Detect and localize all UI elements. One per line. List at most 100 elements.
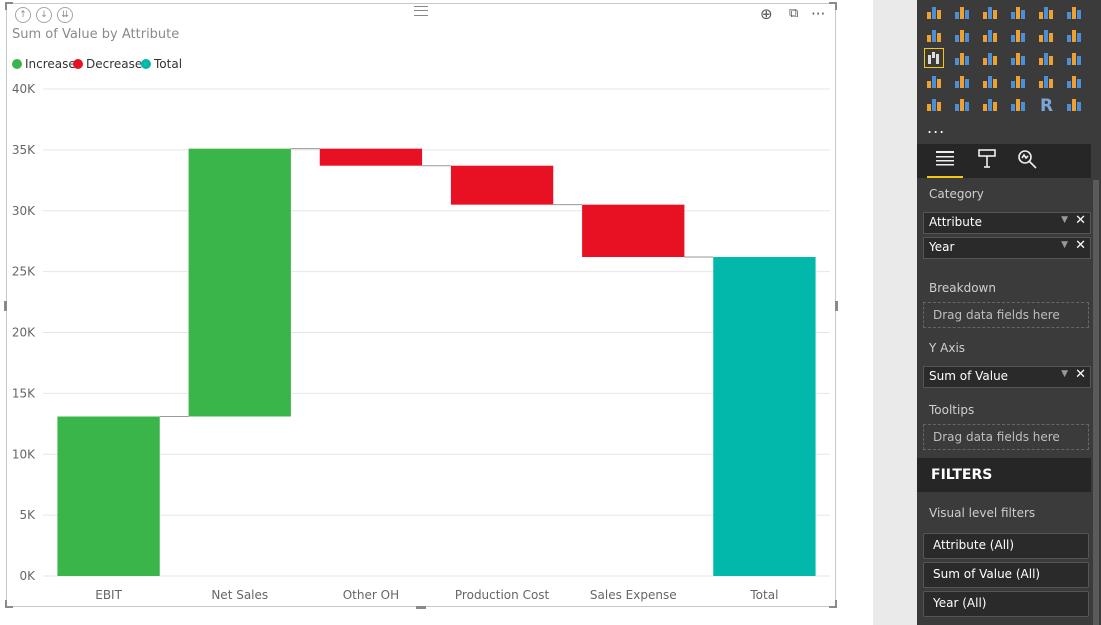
line-column-icon[interactable] bbox=[1009, 26, 1027, 44]
resize-handle-bottom[interactable] bbox=[416, 606, 426, 609]
pane-scrollbar[interactable] bbox=[1093, 180, 1099, 625]
legend-label: Total bbox=[154, 57, 183, 71]
drop-placeholder: Drag data fields here bbox=[933, 308, 1060, 322]
resize-handle-bottom-left[interactable] bbox=[5, 606, 13, 608]
slicer-icon[interactable] bbox=[953, 95, 971, 113]
drag-grip-icon[interactable] bbox=[414, 6, 428, 16]
stacked-area-icon[interactable] bbox=[981, 26, 999, 44]
category-field-year[interactable]: Year ▼ ✕ bbox=[923, 237, 1091, 259]
legend-item-increase[interactable]: Increase bbox=[12, 57, 76, 71]
expand-all-icon[interactable]: ⇊ bbox=[57, 7, 73, 23]
100-column-icon[interactable] bbox=[1065, 3, 1083, 21]
clustered-bar-icon[interactable] bbox=[981, 3, 999, 21]
y-tick-label: 10K bbox=[12, 447, 36, 461]
waterfall-chart-icon[interactable] bbox=[924, 48, 944, 68]
scatter-chart-icon[interactable] bbox=[953, 49, 971, 67]
resize-handle-right[interactable] bbox=[835, 301, 838, 311]
matrix-icon[interactable] bbox=[1009, 95, 1027, 113]
100-bar-icon[interactable] bbox=[1037, 3, 1055, 21]
analytics-tab-icon[interactable] bbox=[1015, 148, 1039, 172]
r-visual-icon[interactable]: R bbox=[1037, 95, 1055, 116]
resize-handle-top-right-v[interactable] bbox=[835, 2, 837, 10]
waterfall-bar-sales-expense[interactable] bbox=[582, 204, 685, 258]
y-tick-label: 15K bbox=[12, 386, 36, 400]
legend-item-decrease[interactable]: Decrease bbox=[73, 57, 142, 71]
stacked-column-icon[interactable] bbox=[953, 3, 971, 21]
x-tick-label: Total bbox=[749, 588, 778, 602]
visual-title: Sum of Value by Attribute bbox=[12, 27, 180, 42]
breakdown-drop-zone[interactable]: Drag data fields here bbox=[923, 302, 1089, 328]
line-clustered-column-icon[interactable] bbox=[1037, 26, 1055, 44]
filters-header: FILTERS bbox=[917, 458, 1091, 492]
remove-field-icon[interactable]: ✕ bbox=[1075, 238, 1086, 253]
field-label: Sum of Value bbox=[929, 369, 1009, 383]
category-field-attribute[interactable]: Attribute ▼ ✕ bbox=[923, 212, 1091, 234]
remove-field-icon[interactable]: ✕ bbox=[1075, 213, 1086, 228]
y-tick-label: 25K bbox=[12, 265, 36, 279]
filled-map-icon[interactable] bbox=[925, 72, 943, 90]
filter-card-sum-of-value[interactable]: Sum of Value (All) bbox=[923, 562, 1089, 588]
active-tab-indicator bbox=[927, 176, 963, 178]
globe-map-icon[interactable] bbox=[1065, 49, 1083, 67]
kpi-icon[interactable] bbox=[925, 95, 943, 113]
arcgis-map-icon[interactable] bbox=[1065, 95, 1083, 113]
filter-card-year[interactable]: Year (All) bbox=[923, 591, 1089, 617]
waterfall-visual[interactable]: ↑ ↓ ⇊ ⊕ ⧉ ··· Sum of Value by Attribute … bbox=[4, 2, 838, 609]
remove-field-icon[interactable]: ✕ bbox=[1075, 367, 1086, 382]
more-options-icon[interactable]: ··· bbox=[811, 5, 826, 23]
drill-down-mode-icon[interactable]: ↓ bbox=[36, 7, 52, 23]
resize-handle-bottom-right[interactable] bbox=[829, 606, 837, 608]
download-icon[interactable]: ⊕ bbox=[760, 5, 773, 23]
waterfall-bar-ebit[interactable] bbox=[57, 416, 160, 576]
pane-tabs bbox=[917, 144, 1091, 178]
multi-row-card-icon[interactable] bbox=[1065, 72, 1083, 90]
waterfall-bar-total[interactable] bbox=[713, 257, 816, 576]
clustered-column-icon[interactable] bbox=[1009, 3, 1027, 21]
donut-chart-icon[interactable] bbox=[1009, 49, 1027, 67]
treemap-icon[interactable] bbox=[1037, 49, 1055, 67]
line-chart-icon[interactable] bbox=[925, 26, 943, 44]
field-label: Year bbox=[929, 240, 955, 254]
resize-handle-bottom-left-v[interactable] bbox=[5, 600, 7, 608]
resize-handle-top-left[interactable] bbox=[5, 2, 13, 4]
focus-mode-icon[interactable]: ⧉ bbox=[789, 6, 799, 21]
more-visuals-button[interactable]: ... bbox=[927, 118, 946, 137]
funnel-icon[interactable] bbox=[981, 72, 999, 90]
legend-label: Decrease bbox=[86, 57, 143, 71]
waterfall-bar-net-sales[interactable] bbox=[188, 148, 291, 417]
format-tab-icon[interactable] bbox=[975, 148, 999, 172]
drill-up-icon[interactable]: ↑ bbox=[15, 7, 31, 23]
resize-handle-top-right[interactable] bbox=[829, 2, 837, 4]
chevron-down-icon[interactable]: ▼ bbox=[1061, 369, 1068, 379]
resize-handle-top-left-v[interactable] bbox=[5, 2, 7, 10]
chevron-down-icon[interactable]: ▼ bbox=[1061, 240, 1068, 250]
waterfall-bar-other-oh[interactable] bbox=[319, 148, 423, 166]
pie-chart-icon[interactable] bbox=[981, 49, 999, 67]
fields-tab-icon[interactable] bbox=[933, 148, 957, 172]
filter-label: Year (All) bbox=[933, 596, 987, 610]
waterfall-bar-production-cost[interactable] bbox=[450, 165, 554, 205]
bars bbox=[57, 148, 816, 576]
y-axis-field-sum-of-value[interactable]: Sum of Value ▼ ✕ bbox=[923, 366, 1091, 388]
table-icon[interactable] bbox=[981, 95, 999, 113]
waterfall-chart: 0K 5K 10K 15K 20K 25K 30K 35K 40K EBIT Net Sales O… bbox=[12, 82, 830, 602]
filter-label: Sum of Value (All) bbox=[933, 567, 1041, 581]
resize-handle-left[interactable] bbox=[4, 301, 7, 311]
legend-dot-total bbox=[141, 59, 151, 69]
y-tick-label: 40K bbox=[12, 82, 36, 96]
x-tick-label: Net Sales bbox=[211, 588, 268, 602]
area-chart-icon[interactable] bbox=[953, 26, 971, 44]
stacked-bar-icon[interactable] bbox=[925, 3, 943, 21]
gauge-icon[interactable] bbox=[1009, 72, 1027, 90]
ribbon-chart-icon[interactable] bbox=[1065, 26, 1083, 44]
tooltips-drop-zone[interactable]: Drag data fields here bbox=[923, 424, 1089, 450]
resize-handle-bottom-right-v[interactable] bbox=[835, 600, 837, 608]
chevron-down-icon[interactable]: ▼ bbox=[1061, 215, 1068, 225]
gridlines bbox=[43, 88, 830, 577]
legend-item-total[interactable]: Total bbox=[141, 57, 182, 71]
card-icon[interactable] bbox=[1037, 72, 1055, 90]
filter-card-attribute[interactable]: Attribute (All) bbox=[923, 533, 1089, 559]
field-label: Attribute bbox=[929, 215, 982, 229]
filters-heading: FILTERS bbox=[931, 467, 993, 483]
shape-map-icon[interactable] bbox=[953, 72, 971, 90]
